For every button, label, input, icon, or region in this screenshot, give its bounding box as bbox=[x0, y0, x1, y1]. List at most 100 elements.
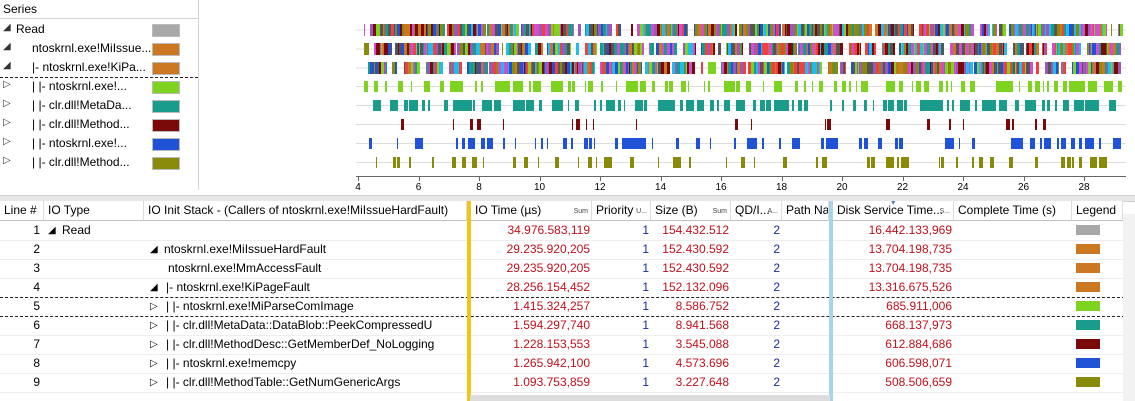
series-track[interactable] bbox=[356, 157, 1126, 168]
series-row[interactable]: ▷ | |- clr.dll!Method... bbox=[0, 115, 198, 134]
expand-toggle-icon[interactable]: ◢ bbox=[150, 282, 158, 293]
key-column-divider[interactable] bbox=[467, 201, 471, 401]
timeline-chart[interactable]: 4 6 8 10 12 14 16 18 20 22 24 26 28 bbox=[355, 18, 1126, 193]
expand-toggle-icon[interactable]: ▷ bbox=[150, 301, 158, 312]
io-event-mark bbox=[444, 43, 447, 55]
io-event-mark bbox=[954, 62, 956, 74]
io-event-mark bbox=[627, 138, 631, 149]
io-event-mark bbox=[834, 62, 835, 74]
col-header-io-init-stack[interactable]: IO Init Stack - (Callers of ntoskrnl.exe… bbox=[144, 201, 467, 221]
series-row[interactable]: ◢ Read bbox=[0, 20, 198, 39]
col-header-disk-service-time[interactable]: Disk Service Time... S... ▾ bbox=[833, 201, 954, 221]
io-event-mark bbox=[483, 62, 485, 74]
io-event-mark bbox=[670, 81, 672, 92]
series-row[interactable]: ▷ | |- ntoskrnl.exe!... bbox=[0, 77, 198, 96]
io-event-mark bbox=[400, 24, 402, 36]
io-event-mark bbox=[508, 24, 510, 36]
expand-toggle-icon[interactable]: ▷ bbox=[150, 320, 158, 331]
table-row[interactable]: 5 ▷ | |- ntoskrnl.exe!MiParseComImage 1.415… bbox=[0, 297, 1135, 317]
series-row[interactable]: ◢ |- ntoskrnl.exe!KiPa... bbox=[0, 58, 198, 78]
io-event-mark bbox=[503, 138, 505, 149]
io-event-mark bbox=[781, 62, 782, 74]
col-header-complete-time[interactable]: Complete Time (s) bbox=[954, 201, 1072, 221]
timeline-tracks[interactable] bbox=[356, 18, 1126, 176]
series-track[interactable] bbox=[356, 138, 1126, 149]
series-row[interactable]: ▷ | |- clr.dll!Method... bbox=[0, 153, 198, 172]
table-row[interactable]: 9 ▷ | |- clr.dll!MethodTable::GetNumGeneri… bbox=[0, 373, 1135, 393]
io-event-mark bbox=[956, 157, 958, 168]
table-row[interactable]: 2 ◢ ntoskrnl.exe!MiIssueHardFault 29.235.92… bbox=[0, 240, 1135, 260]
io-event-mark bbox=[1036, 62, 1039, 74]
io-event-mark bbox=[485, 100, 489, 111]
io-event-mark bbox=[979, 62, 981, 74]
io-event-mark bbox=[773, 43, 776, 55]
series-track[interactable] bbox=[356, 24, 1126, 36]
disk-service-time-cell: 13.316.675,526 bbox=[868, 280, 952, 294]
expand-toggle-icon[interactable]: ▷ bbox=[3, 136, 11, 147]
table-row[interactable]: 6 ▷ | |- clr.dll!MetaData::DataBlob::PeekC… bbox=[0, 316, 1135, 336]
vertical-scrollbar[interactable] bbox=[1123, 214, 1135, 401]
io-event-mark bbox=[434, 62, 435, 74]
col-header-path-name[interactable]: Path Nam bbox=[782, 201, 829, 221]
stack-frame-cell: ntoskrnl.exe!MmAccessFault bbox=[168, 261, 322, 275]
io-event-mark bbox=[547, 43, 548, 55]
series-track[interactable] bbox=[356, 100, 1126, 111]
table-row[interactable]: 4 ◢ |- ntoskrnl.exe!KiPageFault 28.256.154,… bbox=[0, 278, 1135, 298]
series-color-swatch bbox=[152, 62, 180, 75]
expand-toggle-icon[interactable]: ▷ bbox=[3, 117, 11, 128]
expand-toggle-icon[interactable]: ▷ bbox=[3, 79, 11, 90]
series-row[interactable]: ▷ | |- ntoskrnl.exe!... bbox=[0, 134, 198, 153]
io-event-mark bbox=[1092, 138, 1094, 149]
io-event-mark bbox=[708, 81, 710, 92]
series-row[interactable]: ▷ | |- clr.dll!MetaDa... bbox=[0, 96, 198, 115]
io-event-mark bbox=[1113, 138, 1117, 149]
expand-toggle-icon[interactable]: ▷ bbox=[150, 358, 158, 369]
col-header-line[interactable]: Line # bbox=[0, 201, 44, 221]
io-event-mark bbox=[522, 24, 524, 36]
table-row[interactable]: 3 ntoskrnl.exe!MmAccessFault 29.235.920,20… bbox=[0, 259, 1135, 279]
series-track[interactable] bbox=[356, 81, 1126, 92]
col-header-io-time[interactable]: IO Time (µs) Sum bbox=[471, 201, 592, 221]
io-event-mark bbox=[1042, 43, 1043, 55]
col-header-qd[interactable]: QD/I... A... bbox=[731, 201, 782, 221]
io-event-mark bbox=[620, 24, 621, 36]
horizontal-scrollbar[interactable] bbox=[470, 395, 830, 401]
series-row[interactable]: ◢ ntoskrnl.exe!MiIssue... bbox=[0, 39, 198, 58]
expand-toggle-icon[interactable]: ◢ bbox=[3, 60, 11, 71]
expand-toggle-icon[interactable]: ▷ bbox=[3, 98, 11, 109]
col-header-legend[interactable]: Legend bbox=[1072, 201, 1123, 221]
col-header-size[interactable]: Size (B) Sum bbox=[651, 201, 731, 221]
expand-toggle-icon[interactable]: ◢ bbox=[48, 225, 56, 236]
expand-toggle-icon[interactable]: ▷ bbox=[150, 339, 158, 350]
io-event-mark bbox=[1068, 100, 1069, 111]
io-event-mark bbox=[513, 157, 516, 168]
io-event-mark bbox=[622, 43, 625, 55]
series-track[interactable] bbox=[356, 119, 1126, 130]
io-event-mark bbox=[391, 43, 392, 55]
io-event-mark bbox=[1079, 62, 1082, 74]
col-header-label: IO Time (µs) bbox=[475, 203, 542, 217]
expand-toggle-icon[interactable]: ◢ bbox=[3, 22, 11, 33]
io-event-mark bbox=[793, 138, 794, 149]
col-header-priority[interactable]: Priority U... bbox=[592, 201, 651, 221]
col-header-io-type[interactable]: IO Type bbox=[44, 201, 144, 221]
table-row[interactable]: 1 ◢ Read 34.976.583,119 1 154.432.512 2 16.442.… bbox=[0, 221, 1135, 241]
io-event-mark bbox=[1063, 43, 1065, 55]
expand-toggle-icon[interactable]: ◢ bbox=[150, 244, 158, 255]
io-event-mark bbox=[474, 157, 477, 168]
series-track[interactable] bbox=[356, 62, 1126, 74]
io-event-mark bbox=[897, 62, 898, 74]
graph-column-divider[interactable] bbox=[829, 201, 833, 401]
expand-toggle-icon[interactable]: ▷ bbox=[3, 155, 11, 166]
io-event-mark bbox=[1060, 24, 1062, 36]
io-event-mark bbox=[742, 100, 745, 111]
expand-toggle-icon[interactable]: ▷ bbox=[150, 377, 158, 388]
io-event-mark bbox=[386, 62, 387, 74]
table-row[interactable]: 8 ▷ | |- ntoskrnl.exe!memcpy 1.265.942,100 1… bbox=[0, 354, 1135, 374]
table-row[interactable]: 7 ▷ | |- clr.dll!MethodDesc::GetMemberDef_… bbox=[0, 335, 1135, 355]
series-track[interactable] bbox=[356, 43, 1126, 55]
priority-cell: 1 bbox=[642, 318, 649, 332]
expand-toggle-icon[interactable]: ◢ bbox=[3, 41, 11, 52]
io-event-mark bbox=[878, 24, 881, 36]
io-event-mark bbox=[949, 138, 951, 149]
